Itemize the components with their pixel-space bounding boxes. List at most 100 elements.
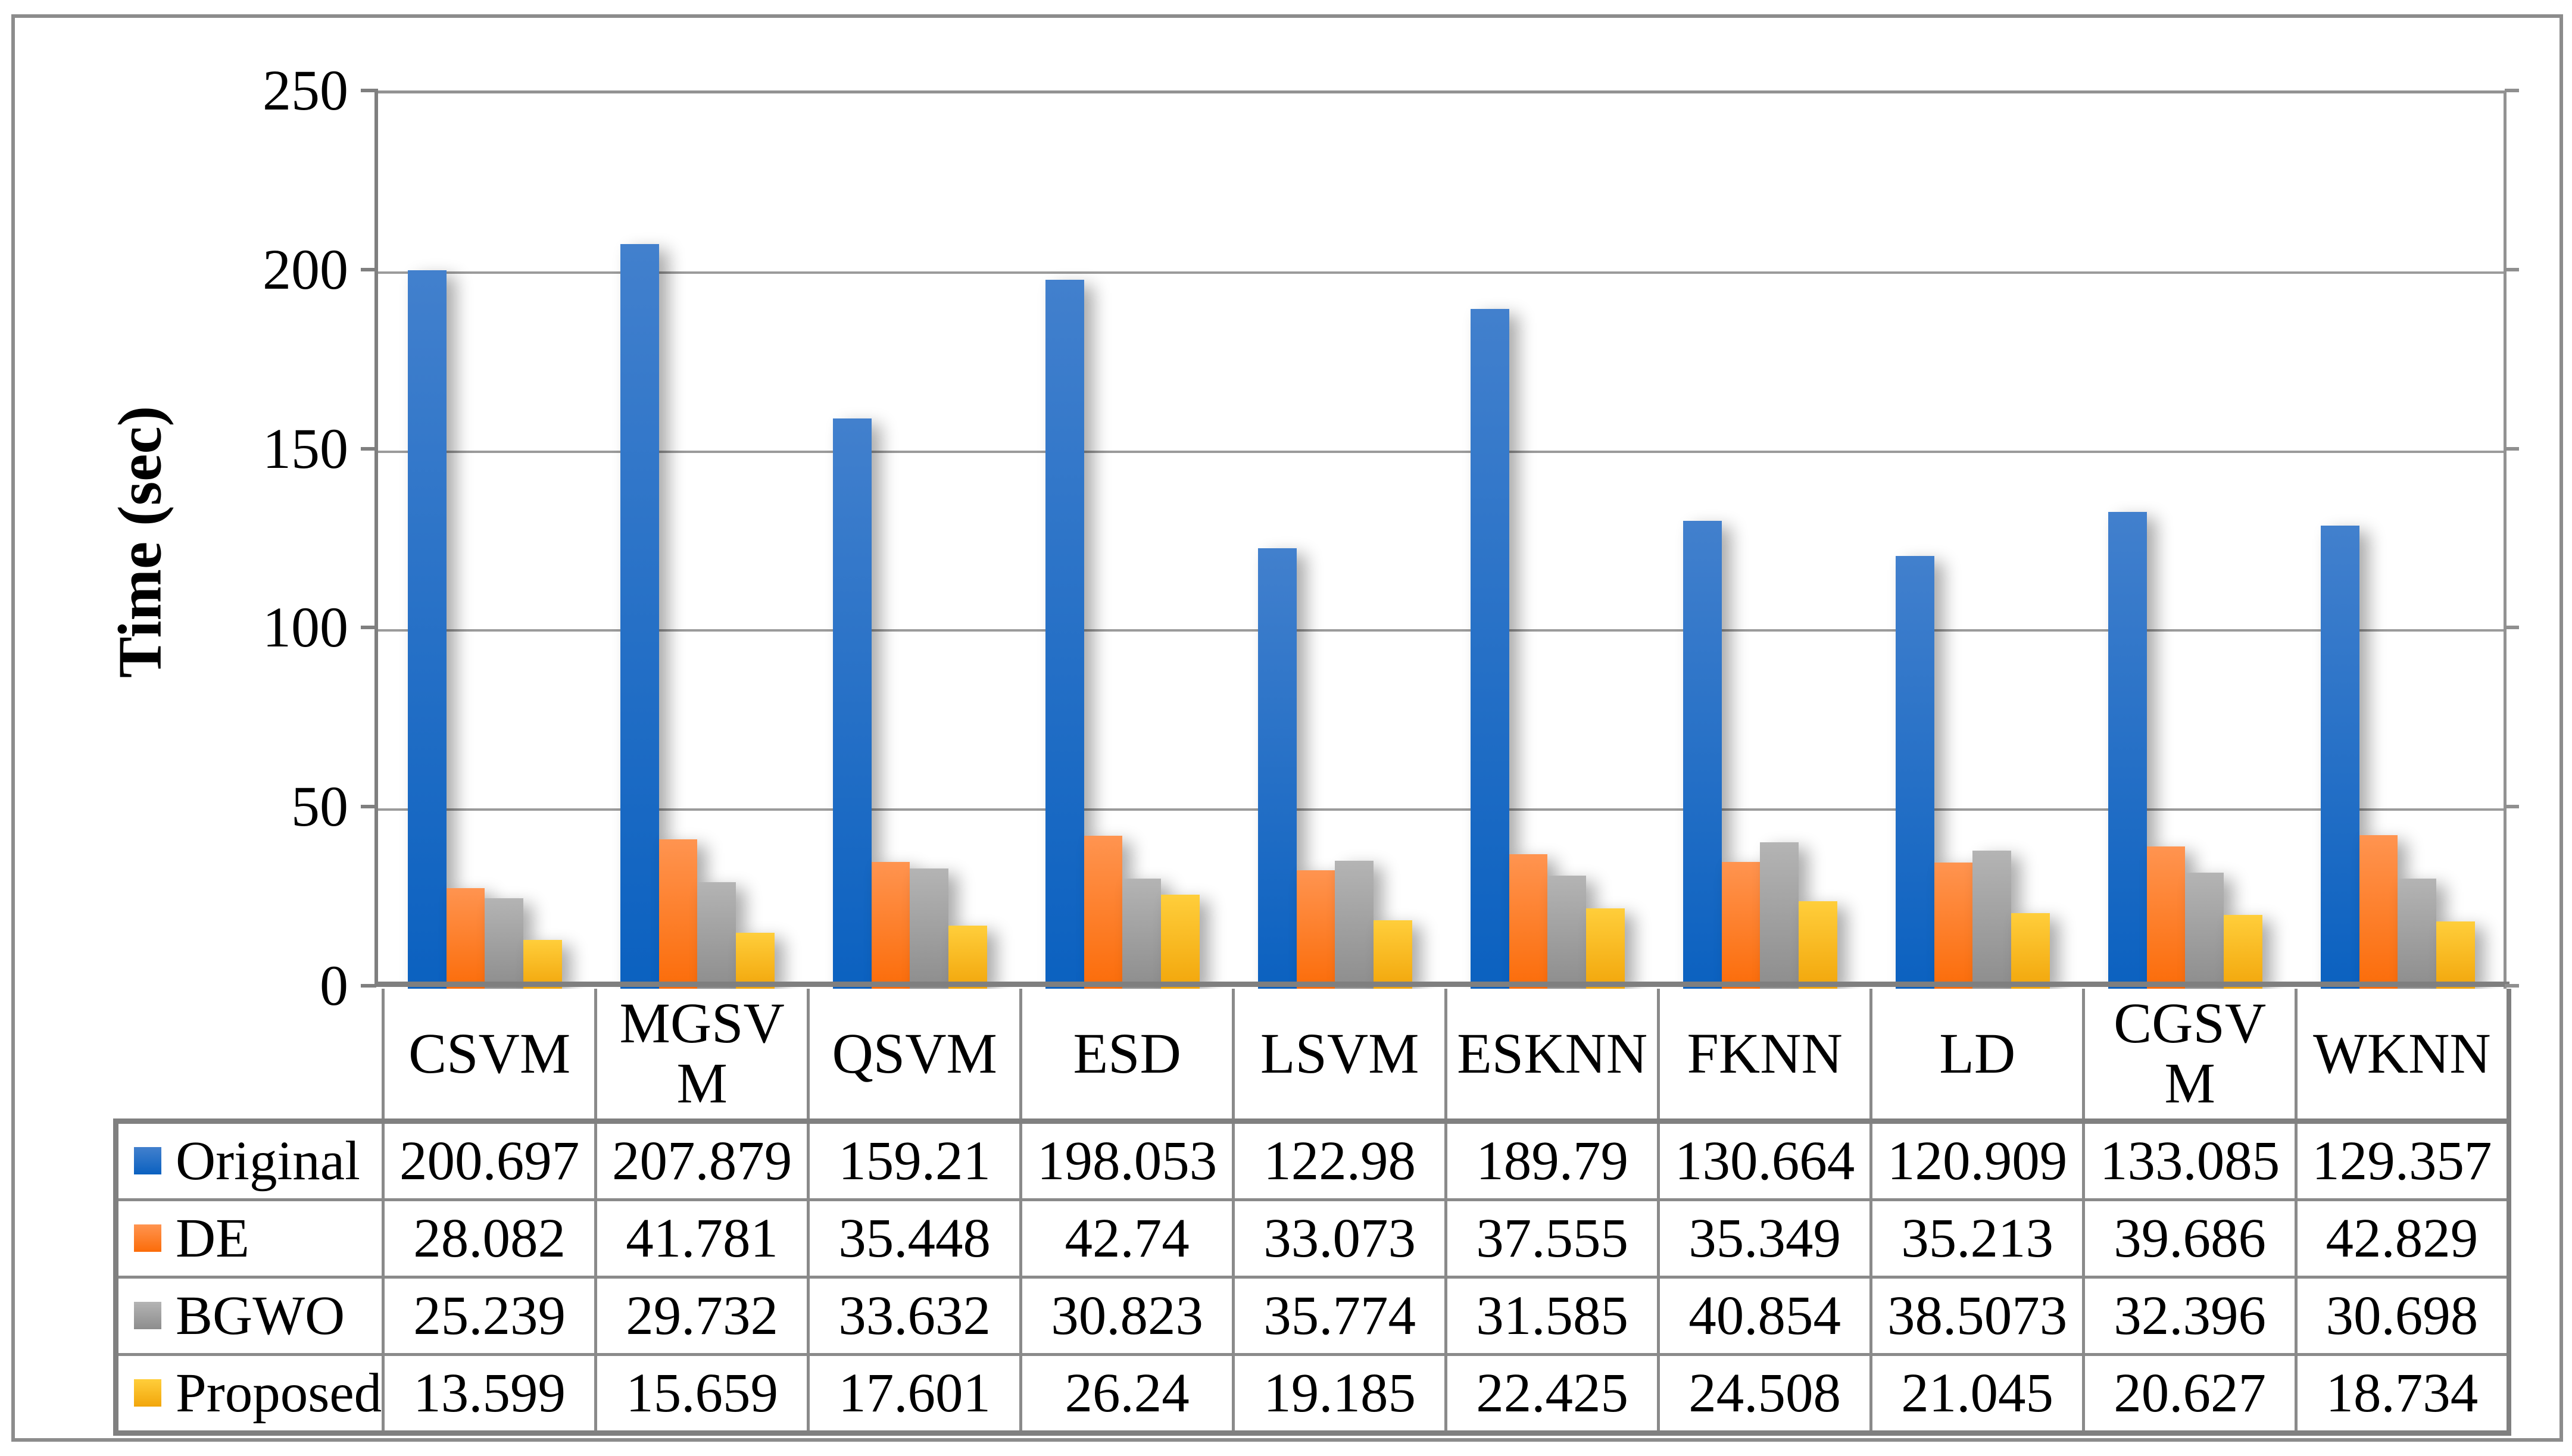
- category-header-cell-cgsvm: CGSV M: [2082, 989, 2298, 1124]
- bar-bgwo-lsvm: [1335, 860, 1374, 989]
- legend-cell-de: DE: [113, 1198, 385, 1279]
- value-cell-bgwo-esd: 30.823: [1019, 1276, 1235, 1356]
- value-cell-original-ld: 120.909: [1869, 1120, 2086, 1201]
- value-cell-original-mgsvm: 207.879: [594, 1120, 810, 1201]
- bar-proposed-wknn: [2436, 921, 2475, 989]
- figure-frame: [11, 14, 2563, 1442]
- y-axis-tick-label-100: 100: [263, 595, 348, 660]
- category-header-cell-ld: LD: [1869, 989, 2086, 1124]
- value-cell-de-esd: 42.74: [1019, 1198, 1235, 1279]
- bar-bgwo-fknn: [1760, 842, 1799, 989]
- category-header-cell-lsvm: LSVM: [1232, 989, 1448, 1124]
- bar-bgwo-esd: [1122, 878, 1162, 989]
- bar-original-esknn: [1471, 309, 1509, 989]
- legend-swatch-proposed: [134, 1379, 161, 1407]
- bar-de-mgsvm: [658, 839, 698, 989]
- value-cell-original-fknn: 130.664: [1657, 1120, 1873, 1201]
- legend-label-original: Original: [176, 1130, 360, 1192]
- bar-de-esd: [1084, 835, 1123, 989]
- y-axis-tick-label-150: 150: [263, 416, 348, 480]
- legend-cell-proposed: Proposed: [113, 1353, 385, 1436]
- bar-bgwo-wknn: [2398, 879, 2437, 989]
- bar-de-ld: [1934, 863, 1973, 989]
- value-cell-bgwo-qsvm: 33.632: [807, 1276, 1023, 1356]
- table-corner-empty-cell: [116, 989, 383, 1124]
- legend-swatch-bgwo: [134, 1302, 161, 1330]
- bar-original-wknn: [2321, 525, 2359, 989]
- bar-proposed-mgsvm: [736, 932, 775, 989]
- value-cell-proposed-esd: 26.24: [1019, 1353, 1235, 1436]
- gridline-y-150: [378, 450, 2504, 453]
- plot-right-tick-150: [2505, 446, 2519, 451]
- plot-right-tick-200: [2505, 267, 2519, 271]
- value-cell-bgwo-wknn: 30.698: [2295, 1276, 2511, 1356]
- gridline-y-50: [378, 808, 2504, 811]
- value-cell-bgwo-ld: 38.5073: [1869, 1276, 2086, 1356]
- results-table: CSVM MGSV M QSVM ESD LSVM ESKNN FKNN LD CGSV M WKNN…: [113, 989, 2511, 1436]
- bar-original-fknn: [1683, 520, 1722, 989]
- value-cell-proposed-csvm: 13.599: [382, 1353, 598, 1436]
- category-header-cell-fknn: FKNN: [1657, 989, 1873, 1124]
- bar-de-wknn: [2359, 835, 2398, 989]
- plot-area: [378, 90, 2507, 989]
- value-cell-original-lsvm: 122.98: [1232, 1120, 1448, 1201]
- gridline-y-100: [378, 629, 2504, 632]
- value-cell-proposed-cgsvm: 20.627: [2082, 1353, 2298, 1436]
- y-axis-tick-250: [361, 89, 376, 92]
- y-axis-tick-200: [361, 267, 376, 271]
- value-cell-proposed-mgsvm: 15.659: [594, 1353, 810, 1436]
- bar-de-esknn: [1509, 854, 1548, 989]
- y-axis-tick-100: [361, 626, 376, 630]
- value-cell-original-cgsvm: 133.085: [2082, 1120, 2298, 1201]
- table-row-proposed: Proposed 13.599 15.659 17.601 26.24 19.185 22.…: [113, 1353, 2511, 1436]
- bar-original-lsvm: [1258, 548, 1297, 989]
- value-cell-proposed-ld: 21.045: [1869, 1353, 2086, 1436]
- value-cell-de-fknn: 35.349: [1657, 1198, 1873, 1279]
- category-header-cell-esknn: ESKNN: [1444, 989, 1660, 1124]
- legend-label-proposed: Proposed: [176, 1362, 382, 1424]
- y-axis-tick-label-200: 200: [263, 237, 348, 301]
- bar-original-mgsvm: [620, 244, 659, 989]
- value-cell-proposed-wknn: 18.734: [2295, 1353, 2511, 1436]
- bar-bgwo-ld: [1972, 851, 2012, 989]
- value-cell-de-esknn: 37.555: [1444, 1198, 1660, 1279]
- bar-proposed-qsvm: [948, 926, 987, 989]
- legend-cell-bgwo: BGWO: [113, 1276, 385, 1356]
- value-cell-de-ld: 35.213: [1869, 1198, 2086, 1279]
- legend-swatch-original: [134, 1147, 161, 1175]
- table-header-row: CSVM MGSV M QSVM ESD LSVM ESKNN FKNN LD CGSV M WKNN: [116, 989, 2511, 1124]
- plot-right-tick-0: [2505, 984, 2519, 988]
- value-cell-bgwo-fknn: 40.854: [1657, 1276, 1873, 1356]
- category-header-cell-wknn: WKNN: [2295, 989, 2511, 1124]
- bar-original-esd: [1045, 279, 1084, 989]
- bar-proposed-cgsvm: [2224, 914, 2262, 989]
- value-cell-de-mgsvm: 41.781: [594, 1198, 810, 1279]
- gridline-y-200: [378, 271, 2504, 274]
- bar-original-ld: [1896, 555, 1934, 989]
- legend-label-bgwo: BGWO: [176, 1285, 345, 1346]
- bar-bgwo-cgsvm: [2185, 873, 2224, 989]
- bar-bgwo-qsvm: [910, 868, 949, 989]
- bar-bgwo-esknn: [1547, 876, 1587, 989]
- y-axis-line: [374, 89, 378, 986]
- bar-original-qsvm: [833, 418, 872, 989]
- value-cell-de-cgsvm: 39.686: [2082, 1198, 2298, 1279]
- value-cell-bgwo-mgsvm: 29.732: [594, 1276, 810, 1356]
- table-row-original: Original 200.697 207.879 159.21 198.053 122.9…: [113, 1120, 2511, 1201]
- bar-bgwo-mgsvm: [697, 882, 736, 989]
- legend-cell-original: Original: [113, 1120, 385, 1201]
- category-header-cell-mgsvm: MGSV M: [594, 989, 810, 1124]
- category-header-cell-csvm: CSVM: [382, 989, 598, 1124]
- bar-proposed-csvm: [523, 940, 562, 989]
- table-row-de: DE 28.082 41.781 35.448 42.74 33.073 37.555 35.…: [113, 1198, 2511, 1279]
- value-cell-proposed-esknn: 22.425: [1444, 1353, 1660, 1436]
- value-cell-bgwo-esknn: 31.585: [1444, 1276, 1660, 1356]
- category-header-cell-esd: ESD: [1019, 989, 1235, 1124]
- legend-swatch-de: [134, 1224, 161, 1252]
- plot-right-tick-100: [2505, 626, 2519, 630]
- y-axis-tick-0: [361, 984, 376, 988]
- bar-proposed-lsvm: [1374, 920, 1412, 989]
- bar-bgwo-csvm: [485, 898, 524, 989]
- value-cell-original-csvm: 200.697: [382, 1120, 598, 1201]
- x-axis-line: [374, 982, 2509, 987]
